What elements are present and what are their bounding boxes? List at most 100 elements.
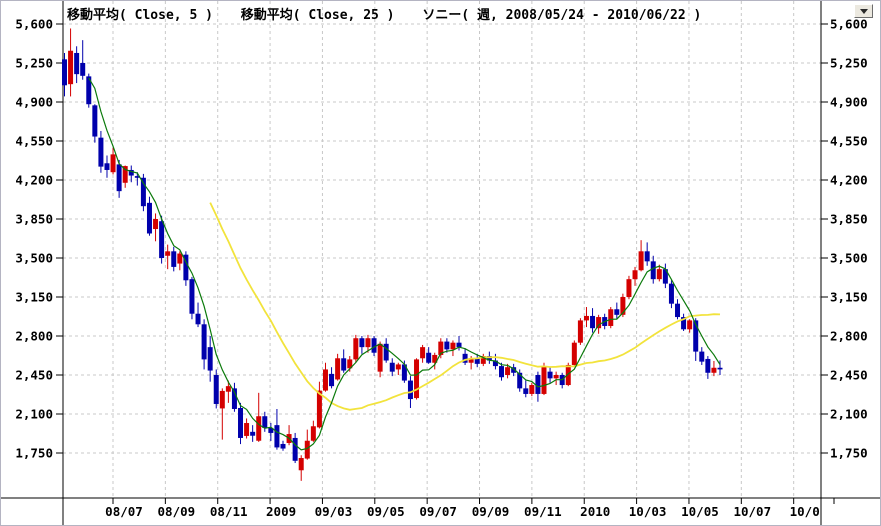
grid-lines xyxy=(63,1,821,498)
candle-body xyxy=(590,315,596,329)
y-axis-label-right: 5,600 xyxy=(830,17,868,32)
candle-body xyxy=(274,425,280,448)
x-axis-label: 09/07 xyxy=(419,504,457,519)
y-axis-label-right: 5,250 xyxy=(830,56,868,71)
candle-body xyxy=(401,364,407,381)
candle-body xyxy=(68,50,74,85)
candle-body xyxy=(596,317,602,329)
candle-body xyxy=(347,359,353,369)
candle-body xyxy=(486,356,492,361)
candle-body xyxy=(353,338,359,360)
candle-body xyxy=(614,309,620,315)
candle-body xyxy=(675,303,681,318)
y-axis-label-right: 4,200 xyxy=(830,173,868,188)
candle-body xyxy=(656,269,662,280)
candle-body xyxy=(681,317,687,330)
candle-body xyxy=(262,416,268,428)
candle-body xyxy=(292,437,298,461)
legend-ma5-label: 移動平均( Close, 5 ) xyxy=(67,8,213,23)
candle-body xyxy=(705,358,711,373)
candle-body xyxy=(316,390,322,428)
x-axis-label: 09/05 xyxy=(367,504,405,519)
candle-body xyxy=(335,358,341,380)
x-axis-label: 10/0 xyxy=(790,504,820,519)
candle-body xyxy=(644,251,650,262)
x-axis-label: 10/07 xyxy=(733,504,771,519)
candle-body xyxy=(456,342,462,348)
candle-body xyxy=(74,52,80,75)
candle-body xyxy=(626,279,632,297)
candle-body xyxy=(304,440,310,459)
x-axis-label: 09/11 xyxy=(524,504,562,519)
y-axis-label-right: 3,150 xyxy=(830,290,868,305)
candle-body xyxy=(699,351,705,362)
y-axis-label-right: 1,750 xyxy=(830,446,868,461)
candle-body xyxy=(462,353,468,363)
candle-body xyxy=(608,309,614,326)
candle-body xyxy=(159,221,165,258)
candle-body xyxy=(687,320,693,330)
candle-body xyxy=(565,364,571,386)
candle-body xyxy=(189,279,195,314)
candle-body xyxy=(444,341,450,350)
candle-body xyxy=(620,297,626,315)
candle-body xyxy=(499,366,504,378)
candle-body xyxy=(213,375,219,404)
ma5-line xyxy=(88,77,721,451)
y-axis-label-left: 2,800 xyxy=(15,329,53,344)
y-axis-label-right: 4,550 xyxy=(830,134,868,149)
candle-body xyxy=(662,269,668,284)
candle-body xyxy=(632,270,638,280)
x-axis-label: 08/07 xyxy=(105,504,143,519)
candle-body xyxy=(116,164,122,192)
y-axis-label-left: 5,600 xyxy=(15,17,53,32)
candle-body xyxy=(231,388,237,409)
candle-body xyxy=(505,367,511,375)
chart-menu-dropdown-button[interactable] xyxy=(854,4,873,18)
candle-body xyxy=(86,76,92,105)
candle-body xyxy=(207,347,213,371)
candle-body xyxy=(571,342,577,365)
legend-ma25-label: 移動平均( Close, 25 ) xyxy=(240,8,395,23)
y-axis-label-left: 3,150 xyxy=(15,290,53,305)
candle-body xyxy=(711,367,717,373)
x-axis-label: 2009 xyxy=(266,504,296,519)
candle-body xyxy=(329,373,335,387)
candle-body xyxy=(80,63,86,76)
y-axis-label-left: 5,250 xyxy=(15,56,53,71)
candle-body xyxy=(693,320,699,352)
candle-body xyxy=(474,358,480,364)
candle-body xyxy=(535,375,541,394)
candle-body xyxy=(529,385,535,394)
candle-body xyxy=(128,169,134,176)
candle-body xyxy=(583,315,589,321)
candle-body xyxy=(480,356,486,364)
candle-body xyxy=(92,105,98,137)
y-axis-label-right: 2,450 xyxy=(830,368,868,383)
candle-body xyxy=(541,366,547,394)
candle-body xyxy=(122,166,128,183)
x-axis-label: 2010 xyxy=(580,504,610,519)
y-axis-label-right: 4,900 xyxy=(830,95,868,110)
candle-body xyxy=(165,251,171,256)
candle-body xyxy=(341,358,347,371)
candle-body xyxy=(238,407,244,438)
y-axis-label-right: 3,500 xyxy=(830,251,868,266)
candle-body xyxy=(153,219,159,230)
x-axis-labels: 08/07 08/09 08/11 2009 09/03 09/05 09/07 09/09 0… xyxy=(105,498,835,519)
candle-body xyxy=(310,426,316,441)
candle-body xyxy=(225,386,231,392)
y-axis-label-right: 3,850 xyxy=(830,212,868,227)
candle-body xyxy=(134,176,140,178)
x-axis-label: 08/11 xyxy=(210,504,248,519)
y-axis-label-left: 4,200 xyxy=(15,173,53,188)
y-axis-label-left: 2,450 xyxy=(15,368,53,383)
candle-body xyxy=(183,254,189,281)
candle-body xyxy=(365,338,371,348)
candle-body xyxy=(389,362,395,372)
candle-body xyxy=(268,427,274,433)
y-axis-label-left: 2,100 xyxy=(15,407,53,422)
